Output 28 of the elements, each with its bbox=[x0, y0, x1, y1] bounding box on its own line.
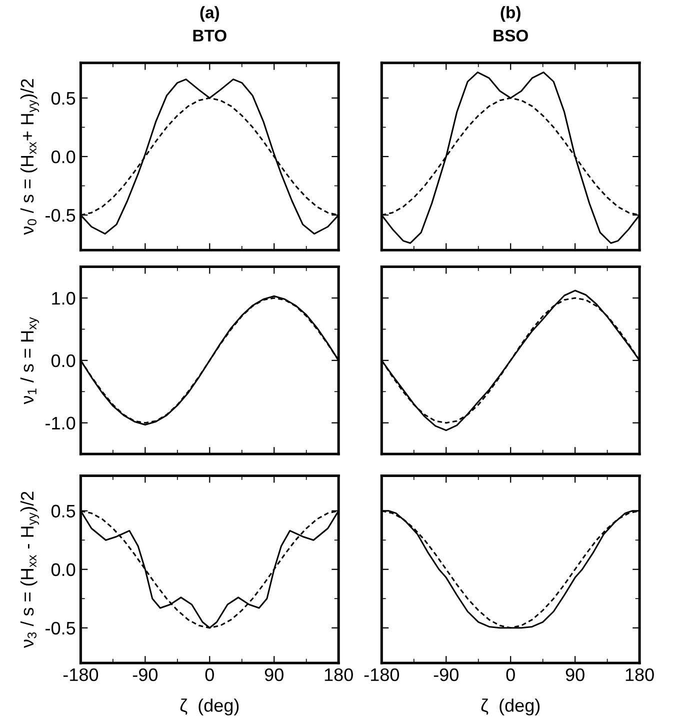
y-tick-label: -0.5 bbox=[46, 208, 76, 222]
y-axis-title: ν$_{0}$ / s = (H$_{xx}$+ H$_{yy}$)/2 bbox=[20, 79, 39, 235]
y-tick-label: -0.5 bbox=[46, 622, 76, 635]
y-tick-label: 0.0 bbox=[51, 354, 76, 368]
chart-title: (b) bbox=[500, 6, 520, 22]
y-tick-label: 0.0 bbox=[51, 563, 76, 576]
x-tick-label: 180 bbox=[626, 668, 654, 682]
chart-subtitle: BSO bbox=[494, 30, 528, 42]
x-axis-title: ζ (deg) bbox=[481, 698, 540, 716]
y-tick-label: 0.0 bbox=[51, 150, 76, 164]
x-tick-label: 90 bbox=[264, 668, 284, 682]
x-axis-title: ζ (deg) bbox=[180, 698, 239, 716]
x-tick-label: 90 bbox=[566, 668, 584, 682]
y-tick-label: 1.0 bbox=[52, 292, 76, 305]
x-tick-label: -180 bbox=[364, 668, 400, 682]
x-tick-label: 0 bbox=[205, 668, 214, 682]
x-tick-label: -180 bbox=[63, 668, 98, 682]
y-tick-label: 0.5 bbox=[51, 504, 76, 518]
y-tick-label: -1.0 bbox=[46, 416, 76, 430]
y-axis-title: ν$_{1}$ / s = H$_{xy}$ bbox=[20, 317, 39, 404]
x-tick-label: -90 bbox=[434, 668, 458, 682]
y-axis-title: ν$_{3}$ / s = (H$_{xx}$ - H$_{yy}$)/2 bbox=[20, 492, 39, 648]
x-tick-label: 0 bbox=[506, 668, 515, 682]
chart-title: (a) bbox=[200, 6, 220, 22]
chart-subtitle: BTO bbox=[193, 30, 226, 42]
y-tick-label: 0.5 bbox=[51, 92, 76, 105]
x-tick-label: 180 bbox=[324, 668, 353, 682]
x-tick-label: -90 bbox=[132, 668, 158, 682]
